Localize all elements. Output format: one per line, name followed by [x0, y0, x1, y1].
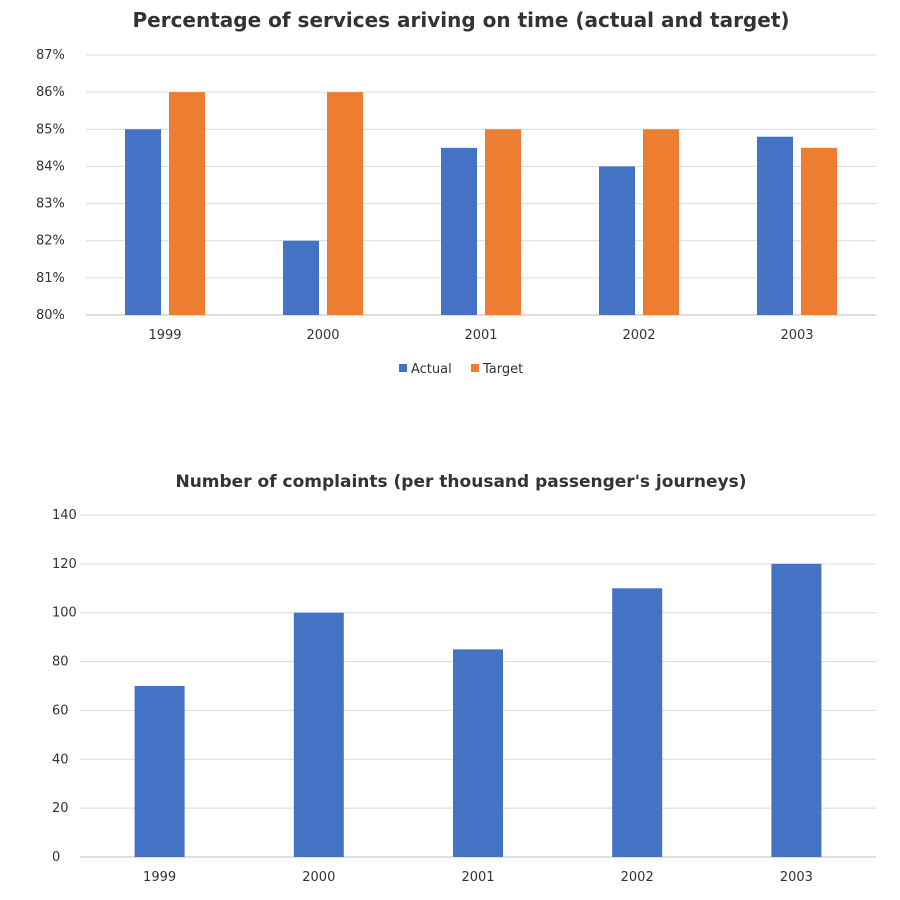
y-tick-label: 40	[52, 752, 69, 767]
y-tick-label: 81%	[36, 271, 65, 286]
on-time-bars	[125, 92, 837, 316]
y-tick-label: 82%	[36, 234, 65, 249]
on-time-legend: Actual Target	[399, 362, 523, 377]
complaints-y-axis: 0 20 40 60 80 100 120 140	[52, 508, 77, 865]
y-tick-label: 86%	[36, 85, 65, 100]
y-tick-label: 80%	[36, 308, 65, 323]
bar-1999-target	[169, 92, 205, 316]
complaints-chart-title: Number of complaints (per thousand passe…	[175, 472, 746, 492]
y-tick-label: 0	[52, 850, 60, 865]
y-tick-label: 80	[52, 655, 69, 670]
y-tick-label: 84%	[36, 159, 65, 174]
y-tick-label: 20	[52, 801, 69, 816]
legend-label-actual: Actual	[411, 362, 452, 377]
x-tick-label: 2000	[306, 328, 339, 343]
bar-2002-target	[643, 129, 679, 315]
y-tick-label: 87%	[36, 48, 65, 63]
x-tick-label: 2002	[621, 870, 654, 885]
y-tick-label: 140	[52, 508, 77, 523]
on-time-x-axis: 1999 2000 2001 2002 2003	[148, 328, 813, 343]
bar-2001-target	[485, 129, 521, 315]
bar-2002-actual	[599, 166, 635, 315]
complaints-bars	[134, 563, 822, 857]
bar-2002	[612, 588, 663, 857]
complaints-chart: Number of complaints (per thousand passe…	[52, 472, 876, 885]
x-tick-label: 1999	[143, 870, 176, 885]
on-time-gridlines	[86, 54, 876, 316]
legend-label-target: Target	[482, 362, 523, 377]
bar-2000-actual	[283, 240, 319, 315]
x-tick-label: 2001	[464, 328, 497, 343]
bar-2000-target	[327, 92, 363, 316]
bar-2001-actual	[441, 147, 477, 315]
bar-2000	[293, 612, 344, 857]
bar-2003-actual	[757, 136, 793, 315]
x-tick-label: 1999	[148, 328, 181, 343]
y-tick-label: 60	[52, 703, 69, 718]
y-tick-label: 100	[52, 606, 77, 621]
legend-swatch-actual	[399, 364, 407, 372]
complaints-x-axis: 1999 2000 2001 2002 2003	[143, 870, 813, 885]
on-time-y-axis: 80% 81% 82% 83% 84% 85% 86% 87%	[36, 48, 65, 323]
x-tick-label: 2002	[622, 328, 655, 343]
legend-swatch-target	[471, 364, 479, 372]
bar-2001	[453, 649, 503, 857]
x-tick-label: 2003	[780, 328, 813, 343]
bar-1999	[134, 686, 185, 857]
y-tick-label: 85%	[36, 122, 65, 137]
y-tick-label: 120	[52, 557, 77, 572]
bar-1999-actual	[125, 129, 161, 315]
y-tick-label: 83%	[36, 197, 65, 212]
x-tick-label: 2003	[780, 870, 813, 885]
bar-2003	[771, 563, 822, 857]
x-tick-label: 2000	[302, 870, 335, 885]
on-time-chart-title: Percentage of services ariving on time (…	[132, 8, 789, 32]
on-time-chart: Percentage of services ariving on time (…	[36, 8, 876, 377]
bar-2003-target	[801, 147, 837, 315]
x-tick-label: 2001	[461, 870, 494, 885]
